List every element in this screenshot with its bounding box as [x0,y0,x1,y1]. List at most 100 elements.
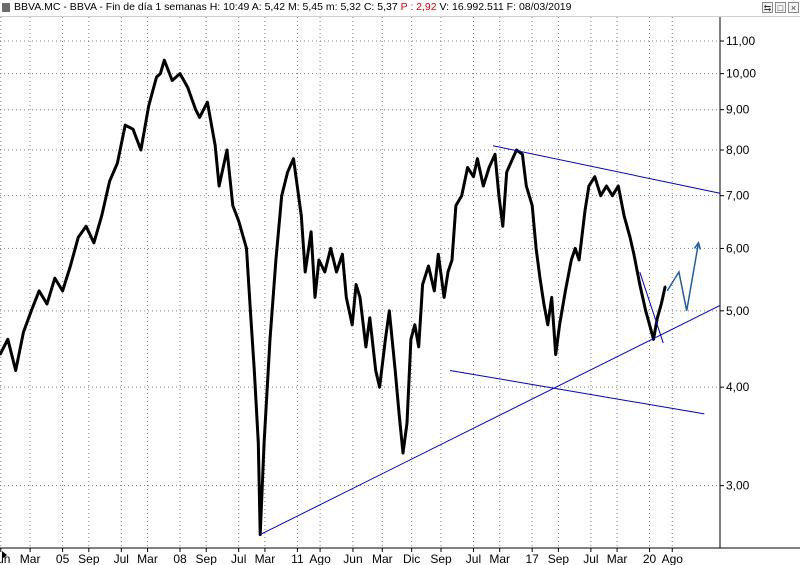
x-tick-label: Sep [548,552,570,565]
trendline[interactable] [639,271,664,344]
price-point [402,452,404,454]
price-point [61,289,64,292]
x-tick-label: Ago [662,552,684,565]
price-point [218,185,221,187]
quote-field-value: 10:49 [223,1,250,13]
price-point [406,422,408,425]
price-point [30,309,33,312]
quote-field: P : 2,92 [398,1,437,13]
price-point [163,59,166,62]
price-point [374,369,377,372]
price-point [394,369,397,372]
projection-arrowhead [693,241,702,250]
y-tick-label: 4,00 [726,380,750,394]
price-point [249,309,252,312]
price-point [550,296,553,299]
y-tick-label: 3,00 [726,479,750,493]
price-point [155,76,158,79]
trendline[interactable] [259,304,721,536]
quote-field: A: 5,42 [249,1,285,13]
price-point [0,353,1,356]
price-point [92,241,95,244]
price-point [623,214,626,217]
quote-field: M: 5,45 [285,1,323,13]
price-point [77,236,80,239]
price-point [280,194,283,197]
price-point [237,220,240,222]
price-point [629,236,631,239]
price-point [539,277,541,280]
quote-field-key: m: [322,1,341,13]
price-point [345,296,348,299]
price-point [46,303,48,305]
chart-header: BBVA.MC - BBVA - Fin de día 1 semanas H:… [0,0,800,17]
price-point [364,345,367,348]
quote-field: F: 08/03/2019 [504,1,572,13]
price-point [351,323,354,326]
price-point [186,86,189,89]
price-point [476,157,479,160]
price-point [664,285,667,288]
price-point [546,323,549,326]
price-point [22,331,25,333]
quote-field-key: M: [285,1,303,13]
quote-field-key: V: [436,1,452,13]
price-point [437,253,440,256]
quote-field-key: P : [397,1,417,13]
x-tick-label: Jul [114,552,129,565]
window-menu-icon[interactable] [2,3,10,12]
sync-button[interactable]: ⇆ [762,2,773,13]
price-point [226,149,228,151]
price-point [378,386,381,389]
price-point [535,247,538,250]
price-point [139,149,142,151]
price-point [593,175,596,178]
quote-field-key: C: [360,1,378,13]
price-point [417,345,420,348]
price-point [632,253,635,256]
price-point [100,214,103,217]
y-tick-label: 8,00 [726,143,750,157]
scroll-left-icon[interactable] [2,551,7,559]
y-tick-label: 10,00 [726,67,756,81]
price-point [501,225,504,228]
price-point [564,289,567,292]
x-tick-label: 11 [291,552,304,565]
price-point [497,194,500,197]
x-tick-label: Jun [0,552,10,565]
price-point [194,108,197,111]
price-point [644,309,647,312]
price-point [578,259,581,261]
quote-field-value: 5,42 [264,1,286,13]
close-icon: × [790,3,797,13]
price-point [605,185,608,187]
quote-field-key: A: [249,1,265,13]
x-tick-label: Jul [583,552,598,565]
trendline[interactable] [449,369,705,415]
price-point [656,316,659,319]
price-point [231,204,234,207]
x-tick-label: Mar [372,552,393,565]
price-point [511,157,514,160]
quote-field-value: 5,32 [340,1,361,13]
price-point [570,259,573,261]
price-point [447,271,449,273]
price-point [85,225,88,228]
price-point [132,128,134,131]
price-point [384,338,387,341]
maximize-button[interactable]: □ [775,2,786,13]
price-point [286,171,289,174]
x-tick-label: 17 [525,552,539,565]
trendline[interactable] [492,145,721,194]
projection-arrow-line[interactable] [666,242,700,311]
price-point [433,289,436,292]
quote-line: BBVA.MC - BBVA - Fin de día 1 semanas H:… [14,1,572,13]
price-point [542,303,545,305]
price-point [427,265,430,267]
price-point [335,271,338,273]
close-button[interactable]: × [788,2,799,13]
price-point [638,283,641,286]
price-point [482,185,485,187]
y-tick-label: 11,00 [726,34,755,48]
